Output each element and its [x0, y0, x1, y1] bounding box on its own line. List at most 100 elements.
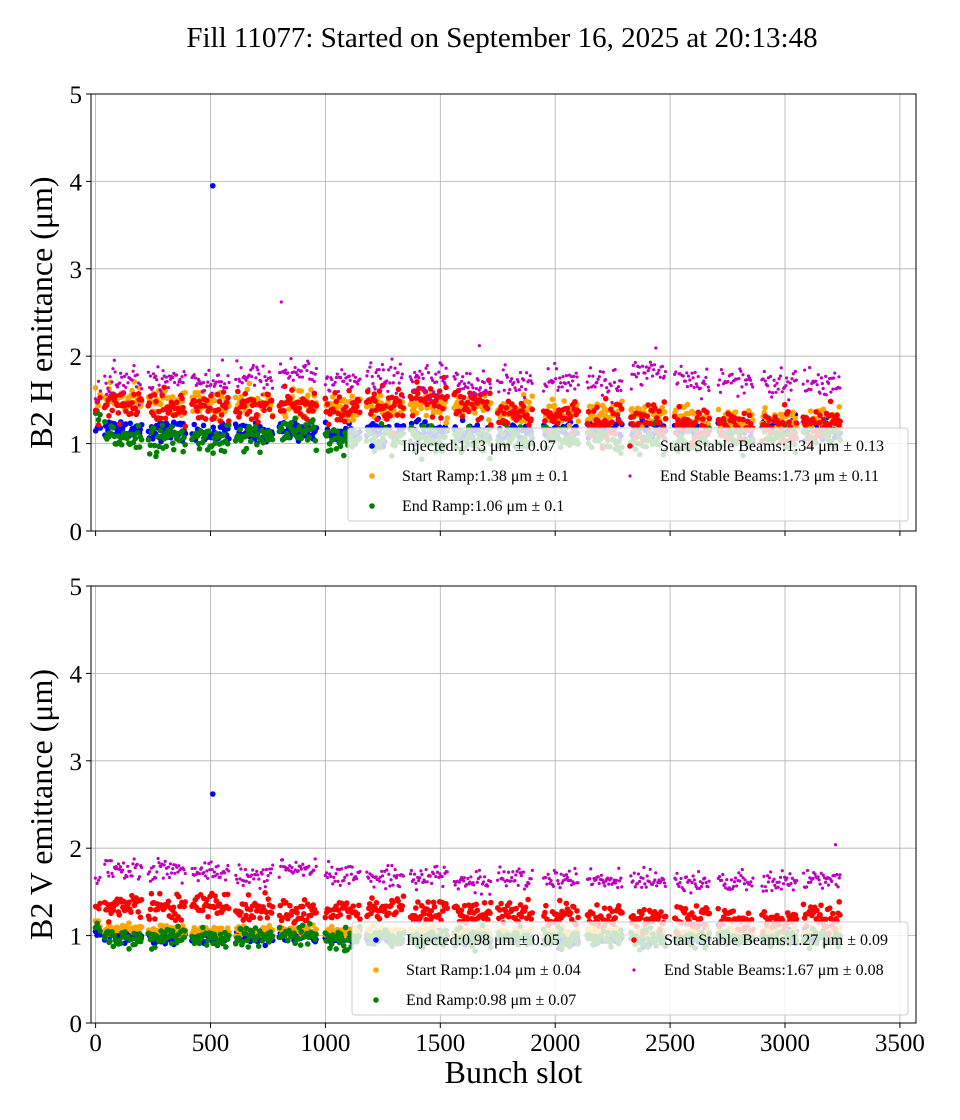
data-point — [324, 429, 331, 435]
data-point — [522, 396, 527, 400]
data-point — [118, 381, 122, 385]
data-point — [445, 374, 449, 379]
data-point — [106, 413, 112, 419]
data-point — [147, 906, 154, 913]
data-point — [396, 371, 400, 375]
data-point — [109, 407, 116, 414]
data-point — [201, 380, 206, 385]
data-point — [169, 928, 176, 934]
data-point — [826, 381, 831, 385]
data-point — [365, 374, 369, 378]
x-tick-label: 3000 — [760, 1030, 810, 1057]
data-point — [349, 393, 356, 400]
data-point — [342, 379, 346, 383]
data-point — [342, 924, 349, 931]
data-point — [736, 394, 740, 398]
y-tick-label: 4 — [70, 661, 83, 688]
data-point — [820, 381, 824, 386]
data-point — [92, 384, 99, 391]
data-point — [266, 406, 273, 413]
data-point — [650, 374, 655, 378]
data-point — [111, 932, 118, 939]
data-point — [438, 361, 442, 365]
data-point — [110, 943, 117, 950]
data-point — [817, 412, 823, 419]
data-point — [324, 401, 331, 407]
data-point — [265, 896, 272, 902]
data-point — [575, 408, 582, 415]
data-point — [421, 376, 425, 381]
data-point — [585, 380, 589, 384]
data-point — [744, 382, 748, 386]
data-point — [328, 389, 332, 393]
data-point — [135, 423, 142, 429]
data-point — [647, 366, 651, 370]
axes-frame — [90, 93, 917, 532]
data-point — [181, 903, 188, 910]
data-point — [201, 402, 208, 409]
data-point — [470, 383, 474, 387]
y-tick-label: 2 — [70, 344, 83, 371]
data-point — [398, 362, 402, 366]
data-point — [264, 914, 271, 921]
data-point — [747, 420, 754, 427]
data-point — [267, 370, 271, 374]
data-point — [809, 388, 813, 392]
data-point — [211, 414, 217, 420]
data-point — [278, 426, 285, 432]
data-point — [647, 420, 654, 427]
data-point — [175, 373, 179, 377]
data-point — [489, 386, 493, 390]
data-point — [140, 387, 144, 391]
data-point — [373, 423, 380, 429]
data-point — [168, 914, 175, 921]
data-point — [488, 422, 494, 428]
data-point — [235, 359, 239, 363]
data-point — [242, 390, 249, 397]
data-point — [634, 375, 639, 379]
data-point — [428, 393, 433, 397]
data-point — [484, 406, 491, 412]
data-point — [123, 906, 129, 913]
data-point — [254, 376, 258, 380]
data-point — [268, 375, 273, 380]
data-point — [775, 381, 779, 385]
data-point — [706, 385, 710, 389]
data-point — [240, 938, 246, 945]
data-point — [123, 421, 129, 427]
data-point — [767, 390, 772, 394]
data-point — [629, 387, 633, 391]
data-point — [243, 445, 250, 452]
data-point — [163, 443, 170, 450]
data-point — [225, 394, 231, 401]
data-point — [343, 372, 347, 376]
data-point — [127, 420, 133, 427]
data-point — [636, 371, 640, 375]
data-point — [323, 938, 330, 944]
data-point — [125, 430, 131, 437]
data-point — [609, 384, 613, 388]
data-point — [323, 383, 327, 387]
data-point — [772, 378, 776, 382]
data-point — [285, 937, 291, 944]
data-point — [371, 382, 375, 386]
data-point — [199, 439, 206, 446]
data-point — [338, 376, 343, 380]
data-point — [517, 388, 521, 392]
data-point — [525, 371, 529, 375]
data-point — [205, 913, 211, 920]
x-tick-label: 3500 — [875, 1030, 925, 1057]
data-point — [561, 374, 565, 379]
data-point-outlier — [209, 791, 216, 797]
data-point — [180, 404, 186, 411]
data-point — [648, 360, 653, 364]
data-point — [210, 450, 216, 456]
data-point — [662, 416, 669, 422]
data-point — [838, 386, 842, 390]
data-point — [500, 380, 504, 385]
data-point — [681, 374, 685, 378]
data-point — [335, 434, 342, 441]
data-point — [367, 387, 371, 391]
data-point — [679, 364, 683, 368]
data-point — [786, 419, 792, 425]
